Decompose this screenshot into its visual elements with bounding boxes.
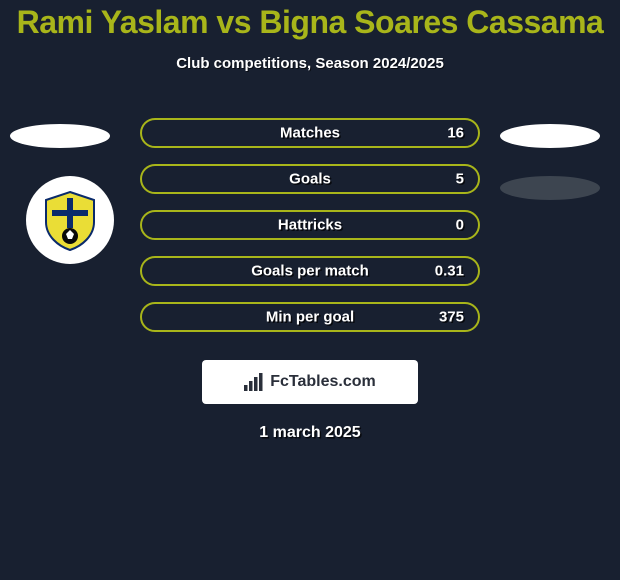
date-label: 1 march 2025 <box>0 424 620 442</box>
attribution-text: FcTables.com <box>270 373 376 391</box>
stat-bar-value: 0 <box>456 217 464 234</box>
left-ellipse <box>10 124 110 148</box>
chart-icon <box>244 373 264 391</box>
stat-bar-value: 0.31 <box>435 263 464 280</box>
stat-bar: Goals per match 0.31 <box>140 256 480 286</box>
stat-bar: Goals 5 <box>140 164 480 194</box>
page-title: Rami Yaslam vs Bigna Soares Cassama <box>0 0 620 41</box>
right-ellipse-top <box>500 124 600 148</box>
stat-bar-label: Goals <box>289 171 331 188</box>
stat-bar-label: Hattricks <box>278 217 342 234</box>
stat-bar-value: 16 <box>447 125 464 142</box>
stat-bar: Min per goal 375 <box>140 302 480 332</box>
subtitle: Club competitions, Season 2024/2025 <box>0 55 620 72</box>
club-badge <box>26 176 114 264</box>
club-badge-icon <box>38 188 102 252</box>
stat-bar-label: Matches <box>280 125 340 142</box>
stat-bar: Hattricks 0 <box>140 210 480 240</box>
stat-bar-value: 375 <box>439 309 464 326</box>
stat-bar-label: Goals per match <box>251 263 369 280</box>
stat-bars: Matches 16 Goals 5 Hattricks 0 Goals per match… <box>140 118 480 332</box>
right-ellipse-bottom <box>500 176 600 200</box>
stat-bar-label: Min per goal <box>266 309 354 326</box>
stat-bar-value: 5 <box>456 171 464 188</box>
stat-bar: Matches 16 <box>140 118 480 148</box>
attribution-box: FcTables.com <box>202 360 418 404</box>
